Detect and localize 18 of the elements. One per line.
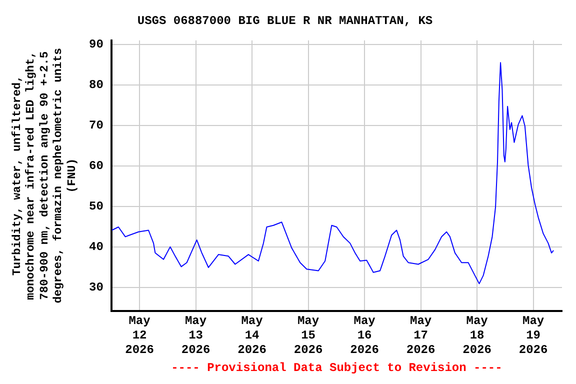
- y-tick-label: 60: [88, 158, 104, 173]
- y-tick-label: 40: [88, 240, 104, 254]
- y-axis-title: Turbidity, water, unfiltered, monochrome near infra-red LED light, 780-900 nm, detection angle 90 +-2.5 degrees, formazin nephelometric units (FNU): [10, 48, 79, 304]
- x-tick-label: May 13 2026: [181, 314, 210, 357]
- y-tick-label: 70: [88, 118, 104, 132]
- x-tick-label: May 14 2026: [238, 314, 266, 357]
- y-tick-label: 80: [88, 78, 104, 92]
- x-tick-label: May 16 2026: [350, 314, 379, 357]
- text: ---- Provisional Data Subject to Revision ----: [171, 361, 502, 376]
- y-tick-label: 90: [88, 37, 104, 52]
- y-tick-label: 50: [88, 199, 104, 214]
- y-tick-label: 30: [88, 280, 104, 294]
- x-tick-label: May 12 2026: [125, 314, 154, 357]
- x-tick-label: May 18 2026: [462, 314, 492, 357]
- x-tick-label: May 15 2026: [294, 314, 323, 357]
- chart-title: USGS 06887000 BIG BLUE R NR MANHATTAN, KS: [137, 14, 433, 28]
- x-tick-label: May 19 2026: [518, 314, 548, 357]
- x-tick-label: May 17 2026: [406, 314, 436, 357]
